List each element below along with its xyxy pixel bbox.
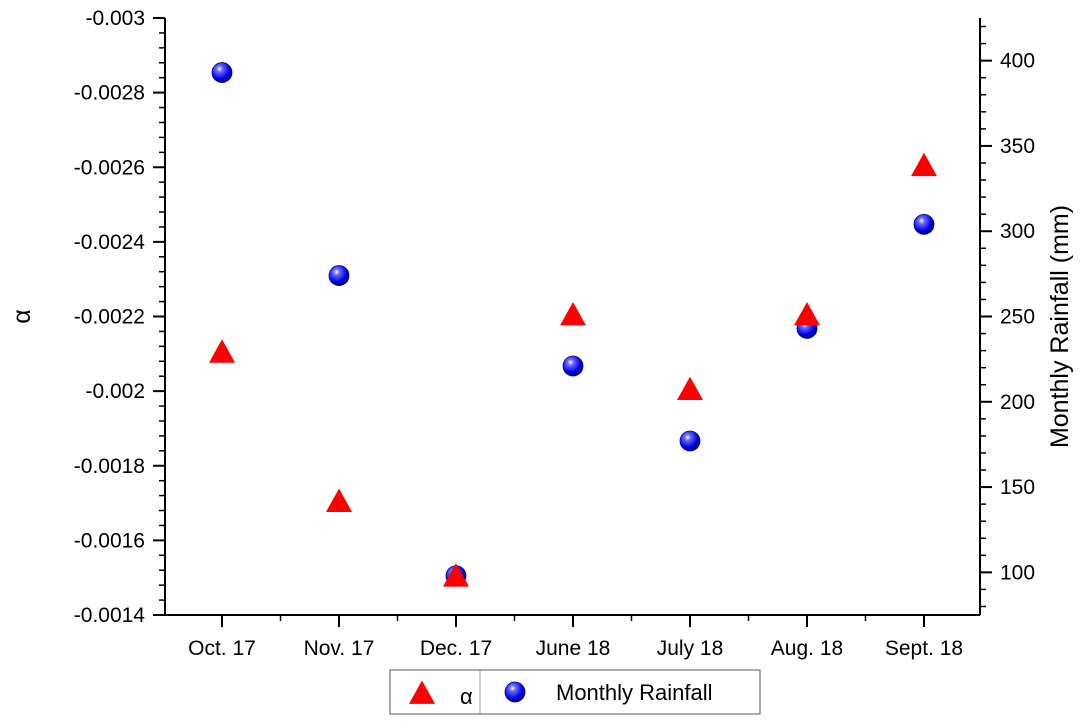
right-axis-title: Monthly Rainfall (mm) bbox=[1046, 205, 1074, 448]
rainfall-point bbox=[328, 265, 350, 286]
alpha-point bbox=[326, 488, 352, 512]
right-tick-label: 100 bbox=[1000, 561, 1035, 584]
left-tick-label: -0.0014 bbox=[74, 604, 146, 627]
legend: α Monthly Rainfall bbox=[389, 669, 761, 715]
x-tick-label: June 18 bbox=[536, 637, 611, 660]
chart-marks bbox=[209, 62, 937, 587]
alpha-point bbox=[560, 301, 586, 326]
x-tick-label: July 18 bbox=[657, 637, 724, 660]
left-tick-label: -0.0016 bbox=[74, 529, 145, 552]
x-tick-label: Aug. 18 bbox=[771, 637, 843, 660]
left-tick-label: -0.002 bbox=[85, 380, 145, 403]
left-axis-title: α bbox=[8, 309, 36, 323]
x-tick-label: Oct. 17 bbox=[188, 637, 256, 660]
legend-alpha-label: α bbox=[460, 684, 473, 709]
left-tick-label: -0.0026 bbox=[74, 156, 145, 179]
x-tick-label: Nov. 17 bbox=[304, 637, 375, 660]
legend-rainfall-label: Monthly Rainfall bbox=[556, 680, 713, 705]
right-tick-label: 400 bbox=[1000, 50, 1035, 73]
alpha-point bbox=[911, 152, 937, 177]
rainfall-point bbox=[211, 62, 233, 83]
right-tick-label: 200 bbox=[1000, 391, 1035, 414]
left-tick-label: -0.0022 bbox=[74, 306, 145, 329]
alpha-point bbox=[677, 376, 703, 401]
legend-alpha-marker bbox=[409, 680, 435, 704]
right-tick-label: 350 bbox=[1000, 135, 1035, 158]
alpha-point bbox=[794, 301, 820, 326]
right-tick-label: 250 bbox=[1000, 306, 1035, 329]
left-tick-label: -0.0018 bbox=[74, 455, 145, 478]
x-tick-label: Dec. 17 bbox=[420, 637, 492, 660]
rainfall-point bbox=[562, 355, 584, 377]
legend-rainfall-marker bbox=[504, 681, 526, 703]
axes: -0.003 -0.0028 -0.0026 -0.0024 -0.0022 -0.002… bbox=[74, 7, 1035, 660]
legend-box bbox=[389, 669, 761, 715]
alpha-point bbox=[209, 339, 235, 363]
left-tick-label: -0.003 bbox=[85, 7, 145, 30]
alpha-point bbox=[443, 563, 469, 587]
right-tick-label: 150 bbox=[1000, 476, 1035, 499]
rainfall-point bbox=[679, 430, 701, 452]
x-tick-label: Sept. 18 bbox=[885, 637, 963, 660]
right-tick-label: 300 bbox=[1000, 220, 1035, 243]
left-tick-label: -0.0024 bbox=[74, 231, 146, 254]
rainfall-point bbox=[913, 213, 935, 235]
left-tick-label: -0.0028 bbox=[74, 82, 145, 105]
axis-labels: α Monthly Rainfall (mm) bbox=[8, 205, 1074, 448]
